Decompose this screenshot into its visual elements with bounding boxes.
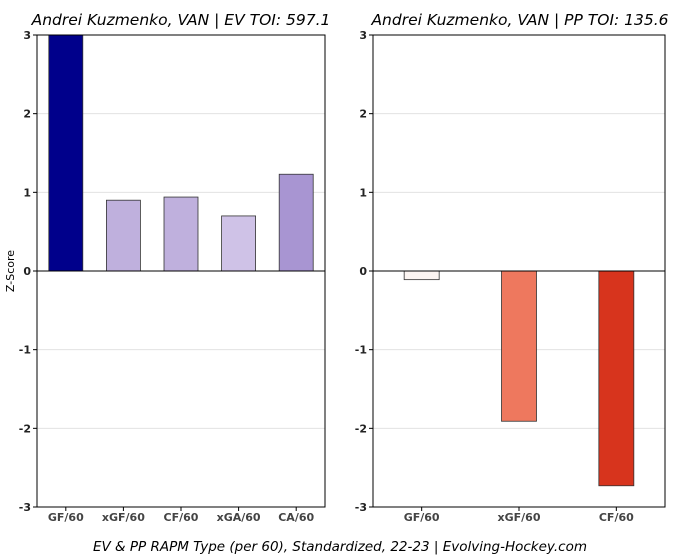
y-tick-label: 1 <box>359 186 367 199</box>
x-tick-label: xGA/60 <box>217 511 261 524</box>
y-tick-label: -2 <box>19 422 31 435</box>
bar-ca-per-60 <box>278 173 314 272</box>
y-tick-label: 1 <box>23 186 31 199</box>
ev-rapm-chart: -3 -2 -1 0 1 2 3 GF/60 xGF/60 CF/60 xGA/60 CA/60 And… <box>4 11 330 524</box>
y-tick-label: -3 <box>19 501 31 514</box>
bar-gf-per-60 <box>48 34 84 272</box>
x-tick-label: CA/60 <box>278 511 314 524</box>
y-tick-label: 3 <box>23 29 31 42</box>
x-tick-label: CF/60 <box>599 511 634 524</box>
bar-cf-per-60 <box>598 270 635 487</box>
chart-footer: EV & PP RAPM Type (per 60), Standardized… <box>93 539 587 555</box>
y-tick-label: -2 <box>355 422 367 435</box>
x-tick-label: GF/60 <box>404 511 440 524</box>
y-tick-label: -1 <box>19 344 31 357</box>
y-tick-label: 0 <box>359 265 367 278</box>
x-tick-label: xGF/60 <box>498 511 541 524</box>
pp-chart-title: Andrei Kuzmenko, VAN | PP TOI: 135.6 <box>370 11 668 29</box>
bar-xgf-per-60 <box>501 270 537 422</box>
y-tick-label: 0 <box>23 265 31 278</box>
y-tick-label: -3 <box>355 501 367 514</box>
y-tick-label: 2 <box>359 108 367 121</box>
y-axis-label: Z-Score <box>4 250 17 292</box>
y-tick-label: -1 <box>355 344 367 357</box>
pp-rapm-chart: -3 -2 -1 0 1 2 3 GF/60 xGF/60 CF/60 Andrei Kuzmenk… <box>355 11 669 524</box>
bar-cf-per-60 <box>163 196 199 272</box>
ev-chart-title: Andrei Kuzmenko, VAN | EV TOI: 597.1 <box>31 11 331 29</box>
y-tick-label: 2 <box>23 108 31 121</box>
x-tick-label: xGF/60 <box>102 511 145 524</box>
bar-xga-per-60 <box>221 215 257 272</box>
bar-xgf-per-60 <box>106 199 141 272</box>
x-tick-label: GF/60 <box>48 511 84 524</box>
x-tick-label: CF/60 <box>164 511 199 524</box>
bar-gf-per-60 <box>403 270 440 281</box>
y-tick-label: 3 <box>359 29 367 42</box>
